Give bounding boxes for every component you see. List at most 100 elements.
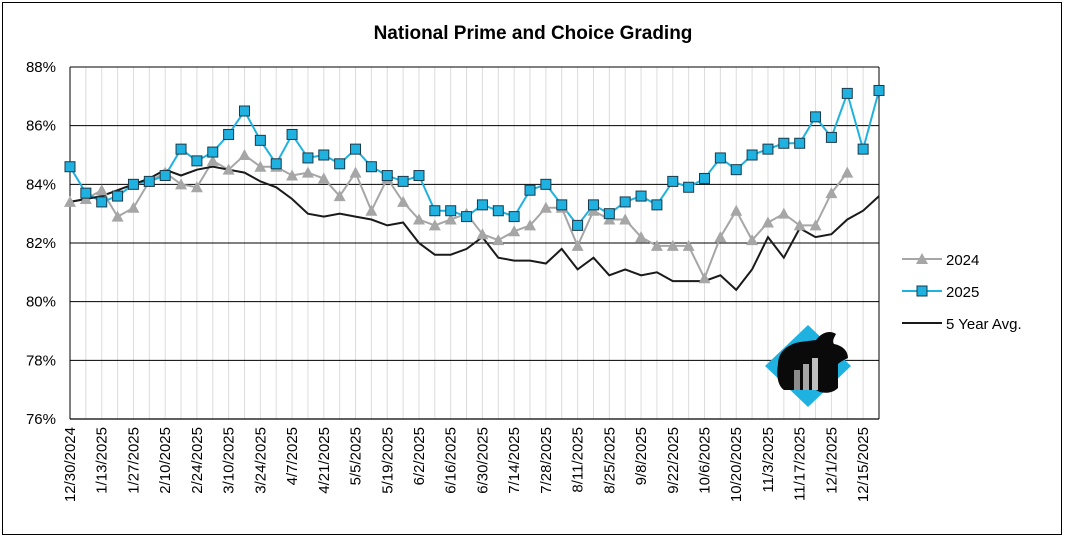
data-point-2024 (508, 225, 521, 237)
legend-label-2025: 2025 (946, 284, 979, 301)
x-tick-label: 12/15/2025 (855, 427, 872, 502)
data-point-2025 (318, 149, 330, 161)
x-tick-label: 6/30/2025 (474, 427, 491, 494)
legend: 2024 2025 5 Year Avg. (902, 252, 1022, 333)
data-point-2024 (238, 149, 251, 160)
data-point-2025 (492, 205, 504, 217)
data-point-2024 (254, 160, 267, 172)
data-point-2025 (270, 158, 282, 170)
data-point-2025 (461, 211, 473, 223)
data-point-2024 (222, 163, 235, 175)
data-point-2024 (524, 219, 537, 231)
x-tick-label: 5/19/2025 (379, 427, 396, 494)
data-point-2025 (746, 149, 758, 161)
x-tick-label: 12/30/2024 (62, 427, 79, 502)
x-tick-label: 12/1/2025 (823, 427, 840, 494)
data-point-2025 (207, 146, 219, 158)
data-point-2024 (539, 201, 552, 213)
data-point-2024 (809, 219, 822, 231)
data-point-2025 (191, 155, 203, 167)
y-tick-label: 84% (26, 176, 56, 193)
data-point-2025 (841, 87, 853, 99)
data-point-2025 (524, 184, 536, 196)
data-point-2025 (96, 196, 108, 208)
data-point-2025 (825, 131, 837, 143)
x-tick-label: 2/10/2025 (157, 427, 174, 494)
data-point-2024 (666, 239, 679, 251)
data-point-2025 (429, 205, 441, 217)
legend-label-2024: 2024 (946, 252, 979, 269)
y-tick-label: 80% (26, 294, 56, 311)
y-tick-label: 76% (26, 411, 56, 428)
data-point-2024 (841, 166, 854, 178)
data-point-2025 (476, 199, 488, 211)
data-point-2024 (317, 172, 330, 184)
x-tick-label: 10/20/2025 (728, 427, 745, 502)
data-point-2025 (572, 219, 584, 231)
triangle-marker-icon (916, 253, 928, 264)
data-point-2025 (699, 172, 711, 184)
data-point-2024 (761, 216, 774, 228)
data-point-2024 (825, 187, 838, 199)
data-point-2024 (286, 169, 299, 181)
legend-label-5-year-avg: 5 Year Avg. (946, 316, 1022, 333)
data-point-2025 (365, 161, 377, 173)
data-point-2024 (698, 272, 711, 284)
y-tick-label: 86% (26, 118, 56, 135)
legend-item-5-year-avg: 5 Year Avg. (902, 316, 1022, 333)
data-point-2025 (857, 143, 869, 155)
data-point-2024 (365, 204, 378, 216)
data-point-2025 (64, 161, 76, 173)
y-tick-label: 82% (26, 235, 56, 252)
data-point-2024 (777, 207, 790, 219)
data-point-2024 (190, 181, 203, 193)
x-tick-label: 8/11/2025 (570, 427, 587, 493)
x-tick-label: 1/27/2025 (125, 427, 142, 494)
legend-item-2024: 2024 (902, 252, 979, 269)
x-tick-label: 4/21/2025 (316, 427, 333, 494)
x-tick-label: 3/10/2025 (221, 427, 238, 494)
data-point-2024 (111, 210, 124, 222)
data-point-2024 (428, 219, 441, 231)
x-tick-label: 11/17/2025 (792, 427, 809, 501)
x-tick-label: 7/14/2025 (506, 427, 523, 494)
x-tick-label: 9/22/2025 (665, 427, 682, 494)
data-point-2025 (603, 208, 615, 220)
cattle-logo-icon (765, 325, 851, 407)
data-point-2024 (730, 204, 743, 216)
data-point-2024 (95, 184, 108, 196)
data-point-2024 (635, 231, 648, 243)
data-point-2024 (619, 213, 632, 225)
data-point-2025 (778, 137, 790, 149)
data-point-2024 (714, 231, 727, 243)
x-axis-ticks: 12/30/2024 1/13/2025 1/27/2025 2/10/2025 2/2… (62, 427, 872, 502)
x-tick-label: 4/7/2025 (284, 427, 301, 485)
series-line-5-year-avg (69, 165, 880, 292)
x-tick-label: 8/25/2025 (601, 427, 618, 494)
data-point-2025 (381, 170, 393, 182)
data-point-2025 (175, 143, 187, 155)
data-point-2024 (206, 154, 219, 166)
data-point-2025 (667, 175, 679, 187)
data-point-2025 (794, 137, 806, 149)
data-point-2025 (873, 84, 885, 96)
data-point-2025 (445, 205, 457, 217)
data-point-2024 (682, 239, 695, 251)
data-point-2025 (254, 134, 266, 146)
data-point-2024 (492, 234, 505, 246)
data-point-2025 (730, 164, 742, 176)
x-tick-label: 3/24/2025 (252, 427, 269, 494)
y-tick-label: 78% (26, 352, 56, 369)
square-marker-icon (916, 285, 928, 297)
data-point-2024 (397, 195, 410, 207)
x-tick-label: 7/28/2025 (538, 427, 555, 494)
x-tick-label: 9/8/2025 (633, 427, 650, 485)
x-tick-label: 6/2/2025 (411, 427, 428, 485)
data-point-2024 (746, 234, 759, 246)
line-chart: National Prime and Choice Grading 76% 78%… (26, 23, 1022, 502)
data-point-2024 (64, 195, 76, 207)
data-point-2025 (635, 190, 647, 202)
data-point-2025 (127, 178, 139, 190)
data-point-2025 (683, 181, 695, 193)
data-point-2024 (412, 213, 425, 225)
